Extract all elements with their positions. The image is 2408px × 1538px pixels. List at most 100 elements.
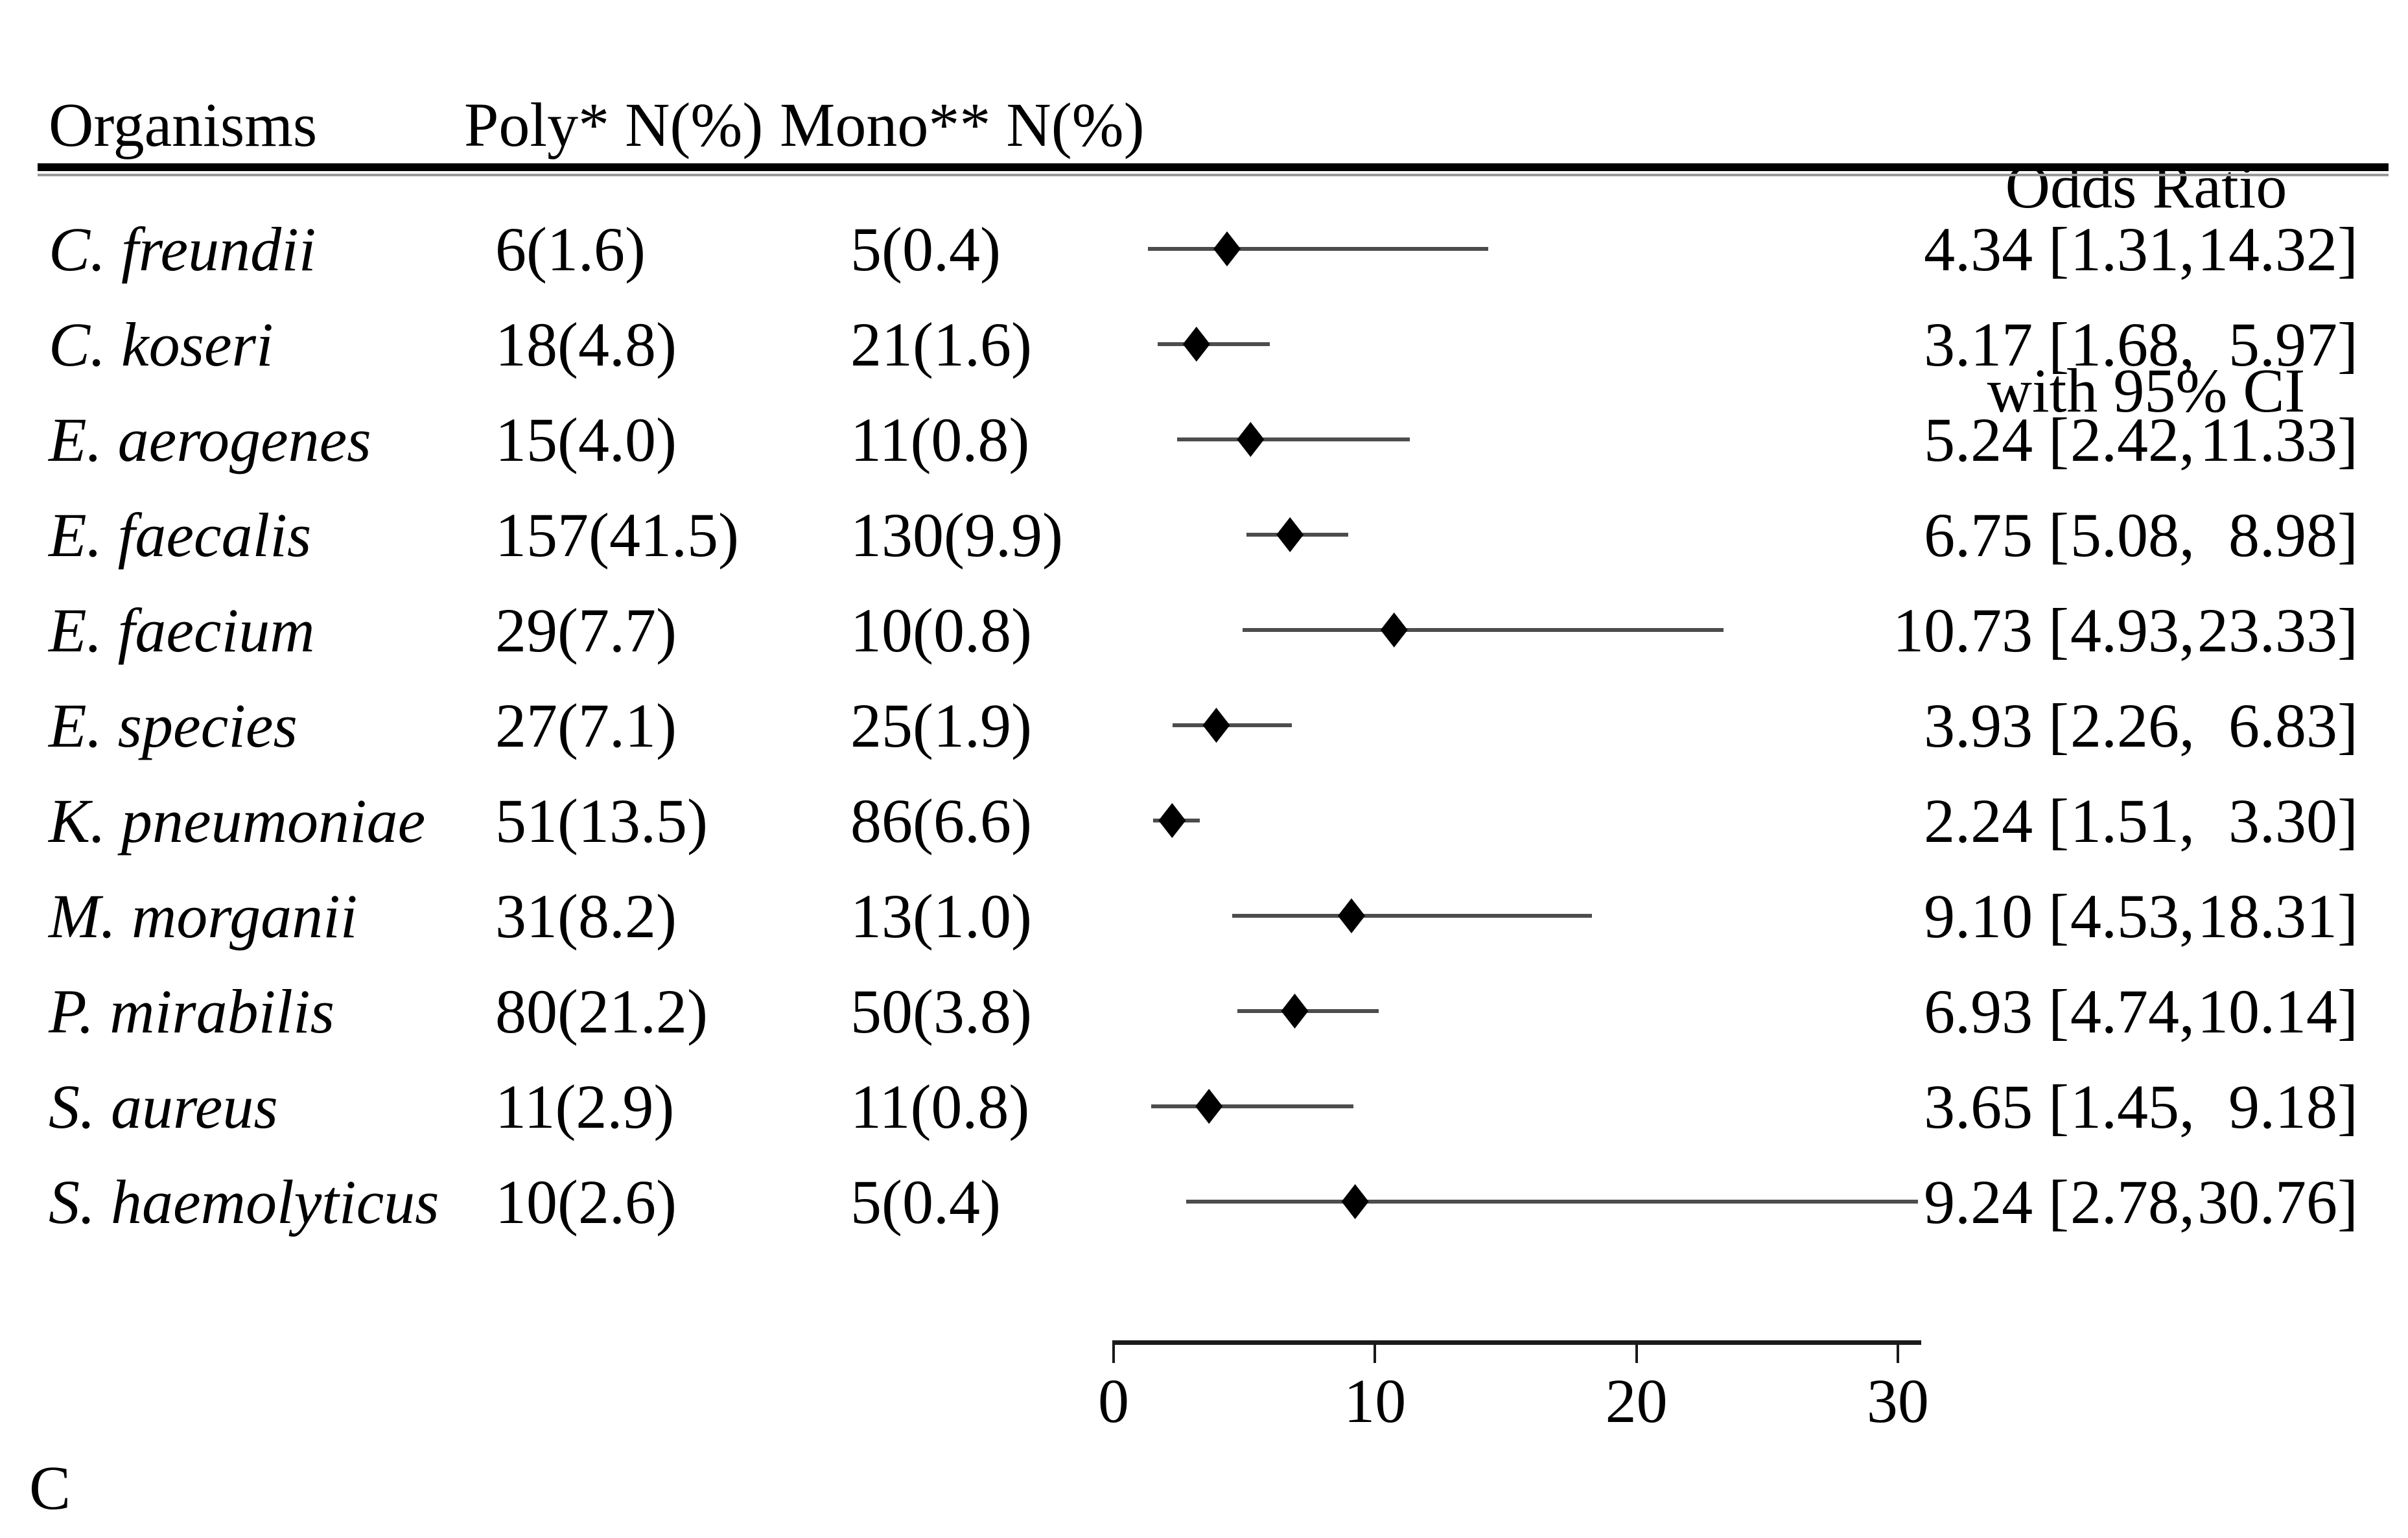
organism-name: C. koseri: [49, 309, 274, 379]
bracket-close: ]: [2337, 1071, 2358, 1141]
ci-high-value: 18.31: [2197, 881, 2338, 951]
or-ci-text: 6.75 [5.08, 8.98]: [1890, 487, 2358, 583]
x-axis-tick: [1896, 1345, 1899, 1363]
ci-line: [1186, 1200, 1918, 1204]
bracket-close: ]: [2337, 786, 2358, 856]
mono-count: 50(3.8): [850, 976, 1032, 1046]
bracket-open: [: [2033, 690, 2070, 760]
table-row: E. aerogenes 15(4.0) 11(0.8) 5.24 [2.42,…: [0, 392, 2408, 487]
organism-name: S. haemolyticus: [49, 1167, 439, 1237]
poly-count: 51(13.5): [495, 786, 708, 856]
mono-count: 86(6.6): [850, 786, 1032, 856]
or-ci-text: 10.73 [4.93, 23.33]: [1890, 583, 2358, 678]
table-row: C. koseri 18(4.8) 21(1.6) 3.17 [1.68, 5.9…: [0, 297, 2408, 392]
bracket-open: [: [2033, 214, 2070, 284]
ci-high-value: 5.97: [2228, 309, 2338, 379]
bracket-open: [: [2033, 786, 2070, 856]
panel-label: C: [29, 1453, 71, 1522]
ci-high-value: 10.14: [2197, 976, 2338, 1046]
mono-count: 25(1.9): [850, 690, 1032, 760]
organism-name: E. faecalis: [49, 500, 312, 570]
poly-count: 10(2.6): [495, 1167, 677, 1237]
bracket-close: ]: [2337, 500, 2358, 570]
comma: ,: [2179, 881, 2195, 951]
mono-count: 5(0.4): [850, 214, 1001, 284]
table-row: C. freundii 6(1.6) 5(0.4) 4.34 [1.31, 14.…: [0, 202, 2408, 297]
organism-name: S. aureus: [49, 1071, 278, 1141]
poly-count: 27(7.1): [495, 690, 677, 760]
or-diamond: [1338, 898, 1365, 933]
header-rule: [38, 163, 2389, 171]
bracket-open: [: [2033, 1071, 2070, 1141]
or-estimate: 5.24: [1924, 404, 2033, 474]
mono-count: 13(1.0): [850, 881, 1032, 951]
ci-low-value: 2.78: [2070, 1167, 2180, 1237]
bracket-close: ]: [2337, 309, 2358, 379]
ci-line: [1232, 914, 1593, 918]
ci-low-value: 4.53: [2070, 881, 2180, 951]
ci-high-value: 6.83: [2228, 690, 2338, 760]
or-estimate: 10.73: [1893, 595, 2033, 665]
bracket-close: ]: [2337, 976, 2358, 1046]
or-estimate: 6.93: [1924, 976, 2033, 1046]
ci-low-value: 5.08: [2070, 500, 2180, 570]
ci-high-value: 3.30: [2228, 786, 2338, 856]
poly-count: 157(41.5): [495, 500, 739, 570]
ci-high-value: 11.33: [2199, 404, 2338, 474]
table-row: M. morganii 31(8.2) 13(1.0) 9.10 [4.53, 1…: [0, 868, 2408, 964]
mono-count: 5(0.4): [850, 1167, 1001, 1237]
ci-line: [1242, 628, 1724, 632]
or-diamond: [1281, 994, 1309, 1029]
ci-low-value: 2.42: [2070, 404, 2180, 474]
poly-count: 29(7.7): [495, 595, 677, 665]
comma: ,: [2179, 976, 2195, 1046]
or-diamond: [1276, 517, 1304, 552]
or-ci-text: 5.24 [2.42, 11.33]: [1890, 392, 2358, 487]
organism-name: E. aerogenes: [49, 404, 371, 474]
or-estimate: 6.75: [1924, 500, 2033, 570]
x-axis-tick-label: 20: [1605, 1366, 1668, 1436]
bracket-close: ]: [2337, 214, 2358, 284]
mono-count: 10(0.8): [850, 595, 1032, 665]
or-diamond: [1380, 612, 1408, 647]
organism-name: C. freundii: [49, 214, 316, 284]
ci-high-value: 23.33: [2197, 595, 2338, 665]
x-axis-tick-label: 0: [1098, 1366, 1129, 1436]
bracket-close: ]: [2337, 881, 2358, 951]
comma: ,: [2179, 404, 2195, 474]
column-header-poly: Poly* N(%): [464, 90, 764, 159]
bracket-open: [: [2033, 881, 2070, 951]
poly-count: 11(2.9): [495, 1071, 675, 1141]
bracket-close: ]: [2337, 404, 2358, 474]
ci-low-value: 1.45: [2070, 1071, 2180, 1141]
comma: ,: [2179, 214, 2195, 284]
bracket-close: ]: [2337, 595, 2358, 665]
or-diamond: [1237, 422, 1265, 457]
or-diamond: [1195, 1089, 1223, 1124]
mono-count: 21(1.6): [850, 309, 1032, 379]
organism-name: P. mirabilis: [49, 976, 334, 1046]
ci-line: [1173, 723, 1292, 727]
table-row: P. mirabilis 80(21.2) 50(3.8) 6.93 [4.74…: [0, 964, 2408, 1059]
or-estimate: 9.10: [1924, 881, 2033, 951]
ci-line: [1147, 247, 1488, 251]
ci-low-value: 2.26: [2070, 690, 2180, 760]
comma: ,: [2179, 786, 2195, 856]
or-diamond: [1213, 231, 1241, 266]
header-rule-shadow: [38, 174, 2389, 176]
ci-high-value: 8.98: [2228, 500, 2338, 570]
table-row: S. aureus 11(2.9) 11(0.8) 3.65 [1.45, 9.1…: [0, 1059, 2408, 1154]
mono-count: 130(9.9): [850, 500, 1063, 570]
or-ci-text: 3.65 [1.45, 9.18]: [1890, 1059, 2358, 1154]
or-ci-text: 3.17 [1.68, 5.97]: [1890, 297, 2358, 392]
bracket-open: [: [2033, 309, 2070, 379]
poly-count: 6(1.6): [495, 214, 646, 284]
x-axis-tick: [1635, 1345, 1638, 1363]
or-estimate: 3.93: [1924, 690, 2033, 760]
or-estimate: 3.65: [1924, 1071, 2033, 1141]
or-diamond: [1182, 327, 1210, 362]
column-header-organisms: Organisms: [49, 90, 318, 159]
mono-count: 11(0.8): [850, 1071, 1030, 1141]
